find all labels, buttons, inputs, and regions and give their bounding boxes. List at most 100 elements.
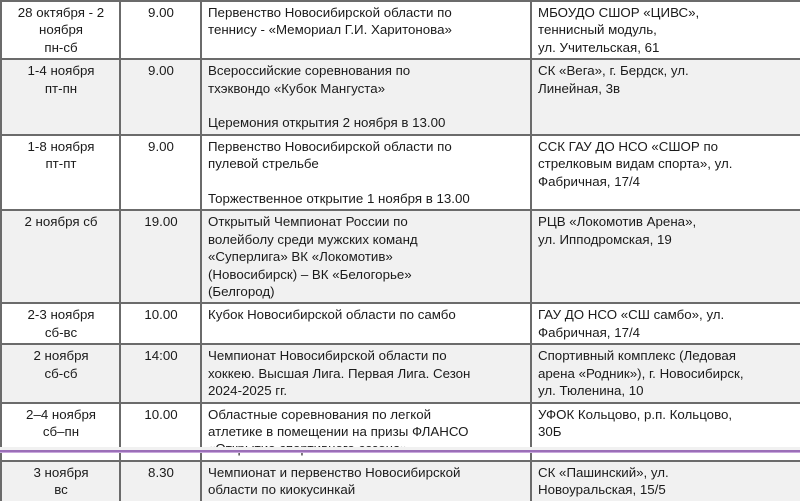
table-bottom-fill [0,447,800,450]
cell-event-line: хоккею. Высшая Лига. Первая Лига. Сезон [208,365,471,381]
cell-place-line: УФОК Кольцово, р.п. Кольцово, [538,406,733,422]
cell-event-line: Открытый Чемпионат России по [208,214,408,230]
cell-event-line: пулевой стрельбе [208,156,319,172]
table-row: 1-8 ноября пт-пт 9.00 Первенство Новосибирс… [0,133,800,211]
cell-date-line: 2 ноября [33,348,89,364]
cell-time-line: 9.00 [148,138,174,154]
cell-event-line: (Белгород) [208,284,275,300]
cell-place-line: Линейная, 3в [538,80,621,96]
accent-bottom-rule [0,450,800,452]
cell-place-line: стрелковым видам спорта», ул. [538,156,733,172]
cell-date-line: сб-вс [44,324,78,340]
cell-event-line: волейболу среди мужских команд [208,231,418,247]
cell-time: 9.00 [119,0,202,60]
table-row: 2 ноября сб-сб 14:00 Чемпионат Новосибирско… [0,343,800,403]
cell-date-line: 1-4 ноября [27,63,95,79]
cell-place: СК «Вега», г. Бердск, ул. Линейная, 3в [530,58,800,135]
cell-place-line: ул. Ипподромская, 19 [538,231,672,247]
cell-event: Всероссийские соревнования по тхэквондо «… [200,58,532,135]
cell-event-line: Всероссийские соревнования по [208,63,411,79]
cell-date-line: сб–пн [42,423,80,439]
cell-time-line: 10.00 [144,406,178,422]
cell-event-line: Чемпионат Новосибирской области по [208,348,447,364]
cell-time-line: 9.00 [148,63,174,79]
cell-time-line: 19.00 [144,214,178,230]
cell-time: 19.00 [119,209,202,304]
cell-date-line: сб-сб [44,365,78,381]
cell-event-line: Первенство Новосибирской области по [208,5,452,20]
cell-place-line: СК «Пашинский», ул. [538,464,669,480]
cell-event-line: «Суперлига» ВК «Локомотив» [208,249,393,265]
cell-event: Открытый Чемпионат России по волейболу ср… [200,209,532,304]
cell-date: 28 октября - 2 ноября пн-сб [0,0,121,60]
cell-place-line: ул. Учительская, 61 [538,39,660,55]
cell-place: МБОУДО СШОР «ЦИВС», теннисный модуль, ул. … [530,0,800,60]
cell-time-line: 8.30 [148,464,174,480]
cell-date: 2–4 ноября сб–пн [0,401,121,461]
cell-event: Чемпионат и первенство Новосибирской обла… [200,459,532,501]
cell-place-line: РЦВ «Локомотив Арена», [538,214,697,230]
cell-date: 3 ноября вс [0,459,121,501]
cell-event: Первенство Новосибирской области по тенни… [200,0,532,60]
cell-event-line: (Новосибирск) – ВК «Белогорье» [208,266,412,282]
table-row: 2-3 ноября сб-вс 10.00 Кубок Новосибирской … [0,302,800,345]
cell-event: Кубок Новосибирской области по самбо [200,302,532,345]
cell-place-line: 30Б [538,423,562,439]
cell-event-line [208,97,525,114]
cell-date: 1-8 ноября пт-пт [0,133,121,211]
cell-date-line: 2 ноября сб [24,214,98,230]
cell-date: 2-3 ноября сб-вс [0,302,121,345]
cell-date: 2 ноября сб-сб [0,343,121,403]
cell-time: 10.00 [119,302,202,345]
cell-time-line: 10.00 [144,307,178,323]
cell-event-line: области по киокусинкай [208,482,356,498]
cell-time-line: 14:00 [144,348,178,364]
cell-event-line: Кубок Новосибирской области по самбо [208,307,456,323]
cell-event-line: тхэквондо «Кубок Мангуста» [208,80,385,96]
cell-event-line: теннису - «Мемориал Г.И. Харитонова» [208,22,452,38]
cell-time: 8.30 [119,459,202,501]
cell-event-line: атлетике в помещении на призы ФЛАНСО [208,423,469,439]
cell-place-line: теннисный модуль, [538,22,657,38]
cell-place-line: Новоуральская, 15/5 [538,482,666,498]
cell-place: Спортивный комплекс (Ледовая арена «Родни… [530,343,800,403]
cell-date: 2 ноября сб [0,209,121,304]
cell-event-line: Церемония открытия 2 ноября в 13.00 [208,115,446,131]
cell-place-line: Фабричная, 17/4 [538,173,641,189]
table-row: 3 ноября вс 8.30 Чемпионат и первенство Нов… [0,459,800,501]
cell-place: ССК ГАУ ДО НСО «СШОР по стрелковым видам … [530,133,800,211]
cell-place-line: СК «Вега», г. Бердск, ул. [538,63,689,79]
table-row: 1-4 ноября пт-пн 9.00 Всероссийские соревно… [0,58,800,135]
cell-event-line: Торжественное открытие 1 ноября в 13.00 [208,191,470,207]
cell-date-line: 2–4 ноября [26,406,96,422]
cell-date-line: пт-пн [44,80,78,96]
cell-event: Чемпионат Новосибирской области по хоккею… [200,343,532,403]
cell-event-line: Чемпионат и первенство Новосибирской [208,464,461,480]
cell-time: 9.00 [119,58,202,135]
cell-event-line: 2024-2025 гг. [208,383,288,399]
cell-date-line: вс [54,482,68,498]
table-row: 2 ноября сб 19.00 Открытый Чемпионат Росси… [0,209,800,304]
cell-place-line: Фабричная, 17/4 [538,324,641,340]
cell-event-line: Областные соревнования по легкой [208,406,432,422]
table-row: 28 октября - 2 ноября пн-сб 9.00 Первенство … [0,0,800,60]
cell-event-line [208,173,525,190]
cell-place-line: МБОУДО СШОР «ЦИВС», [538,5,700,20]
cell-date-line: пт-пт [45,156,77,172]
cell-date-line: 1-8 ноября [27,138,95,154]
cell-place-line: Спортивный комплекс (Ледовая [538,348,736,364]
cell-place: СК «Пашинский», ул. Новоуральская, 15/5 [530,459,800,501]
cell-place: РЦВ «Локомотив Арена», ул. Ипподромская, … [530,209,800,304]
cell-time: 14:00 [119,343,202,403]
cell-place-line: ГАУ ДО НСО «СШ самбо», ул. [538,307,725,323]
cell-event: Первенство Новосибирской области по пулев… [200,133,532,211]
cell-date-line: 2-3 ноября [27,307,95,323]
cell-date-line: пн-сб [44,39,78,55]
cell-place-line: ул. Тюленина, 10 [538,383,644,399]
cell-date: 1-4 ноября пт-пн [0,58,121,135]
cell-time: 9.00 [119,133,202,211]
cell-place-line: арена «Родник»), г. Новосибирск, [538,365,744,381]
